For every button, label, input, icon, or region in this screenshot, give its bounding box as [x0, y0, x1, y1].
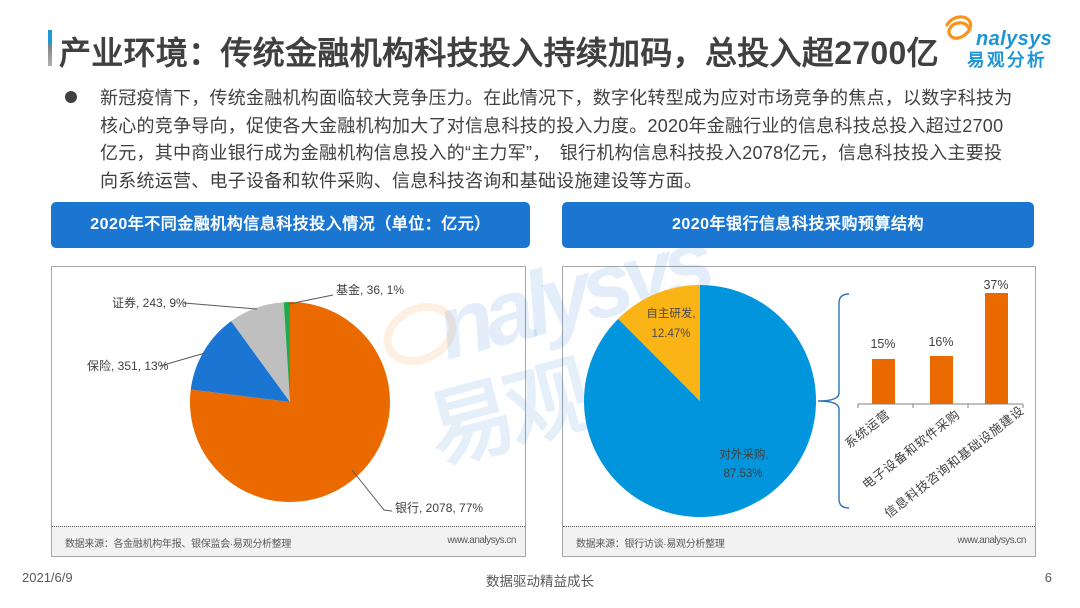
svg-text:nalysys: nalysys [976, 28, 1052, 50]
svg-text:保险, 351, 13%: 保险, 351, 13% [87, 358, 169, 373]
svg-text:37%: 37% [983, 278, 1008, 292]
svg-text:16%: 16% [928, 335, 953, 349]
svg-text:系统运营: 系统运营 [842, 407, 893, 451]
svg-text:证券, 243, 9%: 证券, 243, 9% [112, 295, 187, 310]
svg-text:自主研发,: 自主研发, [646, 306, 695, 320]
svg-text:87.53%: 87.53% [723, 468, 762, 480]
svg-text:对外采购,: 对外采购, [719, 447, 768, 461]
svg-text:基金, 36, 1%: 基金, 36, 1% [336, 282, 404, 297]
svg-text:易观分析: 易观分析 [967, 50, 1047, 70]
svg-text:银行, 2078, 77%: 银行, 2078, 77% [395, 501, 483, 515]
svg-text:12.47%: 12.47% [651, 328, 690, 340]
svg-text:15%: 15% [870, 337, 895, 351]
